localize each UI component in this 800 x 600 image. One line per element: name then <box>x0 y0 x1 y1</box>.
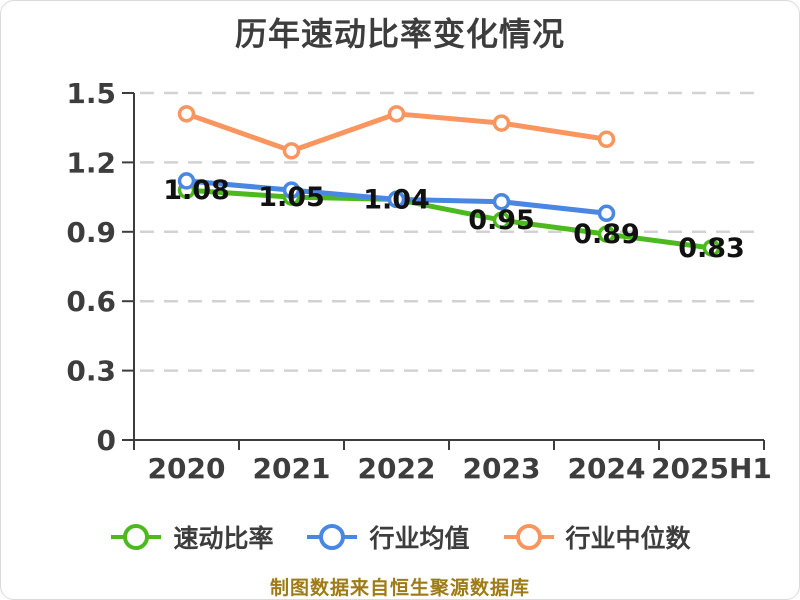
data-point <box>597 204 616 223</box>
data-point <box>492 211 511 229</box>
data-label: 1.05 <box>258 182 325 213</box>
source-caption: 制图数据来自恒生聚源数据库 <box>269 577 530 599</box>
x-tick-label: 2023 <box>463 452 541 485</box>
data-point <box>177 172 196 190</box>
y-tick-label: 1.5 <box>66 77 116 110</box>
x-tick-label: 2021 <box>253 452 331 485</box>
chart-title: 历年速动比率变化情况 <box>234 15 565 53</box>
data-point <box>387 105 406 123</box>
line-chart: 0 0.3 0.6 0.9 1.2 1.5 2020 2021 2022 2023 2024 2025… <box>66 77 772 485</box>
y-tick-label: 0.3 <box>66 355 116 388</box>
legend-label: 速动比率 <box>173 524 274 553</box>
y-tick-label: 0.6 <box>66 285 116 318</box>
data-point <box>177 105 196 123</box>
x-tick-label: 2025H1 <box>651 452 772 485</box>
data-label: 0.95 <box>468 205 535 236</box>
x-tick-label: 2022 <box>358 452 436 485</box>
legend-line-marker-icon <box>503 524 554 550</box>
legend-item-0: 速动比率 <box>109 519 273 555</box>
data-point <box>282 181 301 199</box>
x-tick-label: 2024 <box>568 452 646 485</box>
data-label: 0.89 <box>573 219 640 250</box>
legend-label: 行业中位数 <box>565 524 691 553</box>
y-tick-label: 1.2 <box>66 146 116 179</box>
y-tick-label: 0.9 <box>66 216 116 249</box>
series-line-0 <box>184 187 714 251</box>
chart-legend: 速动比率 行业均值 行业中位数 <box>1 519 799 555</box>
data-point <box>702 239 721 257</box>
data-label: 0.83 <box>678 233 745 264</box>
legend-item-1: 行业均值 <box>305 519 470 555</box>
data-label: 1.08 <box>163 175 230 206</box>
data-point <box>597 130 616 149</box>
legend-label: 行业均值 <box>369 524 470 553</box>
legend-item-2: 行业中位数 <box>502 519 691 555</box>
y-tick-label: 0 <box>97 424 116 457</box>
data-point <box>282 142 301 160</box>
data-point <box>492 114 511 132</box>
data-label: 1.04 <box>363 184 430 215</box>
data-point <box>597 225 616 243</box>
legend-line-marker-icon <box>307 524 358 550</box>
data-point <box>492 192 511 211</box>
legend-line-marker-icon <box>111 524 162 550</box>
data-point <box>387 190 406 209</box>
x-tick-label: 2020 <box>148 452 226 485</box>
